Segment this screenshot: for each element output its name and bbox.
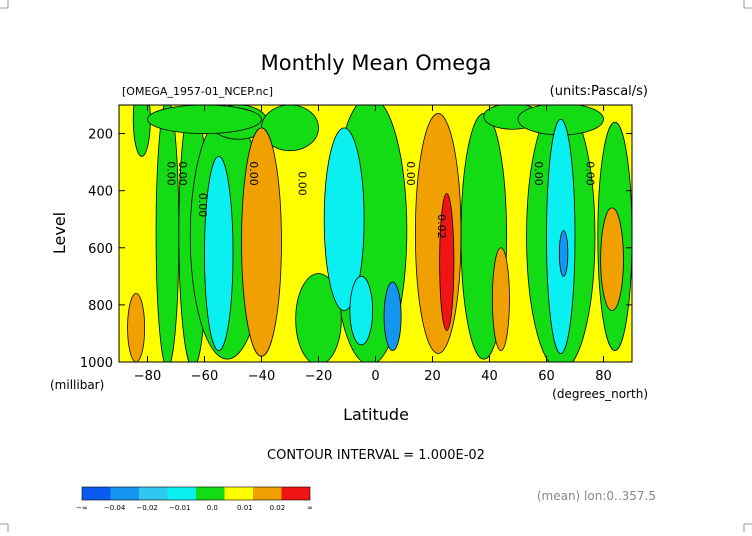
contour-label: 0.02 [435, 214, 448, 239]
contour-interval-note: CONTOUR INTERVAL = 1.000E-02 [267, 448, 485, 463]
color-legend: −∞ −0.04 −0.02 −0.01 0.0 0.01 0.02 ∞ [76, 486, 313, 512]
legend-label: 0.0 [207, 504, 218, 512]
x-tick-label: 60 [538, 369, 555, 384]
legend-color-bin [139, 487, 168, 500]
x-tick-label: 0 [371, 369, 379, 384]
contour-region-8 [295, 273, 342, 362]
x-tick-label: 80 [595, 369, 612, 384]
footer-note: (mean) lon:0..357.5 [537, 489, 656, 503]
x-tick-label: −40 [248, 369, 275, 384]
contour-region-18 [491, 247, 510, 351]
y-axis-label: Level [50, 212, 69, 254]
x-tick-label: −20 [305, 369, 332, 384]
legend-label: 0.02 [270, 504, 286, 512]
contour-region-15 [127, 293, 146, 362]
x-tick-label: 40 [481, 369, 498, 384]
legend-color-bin [110, 487, 139, 500]
x-tick-label: −60 [191, 369, 218, 384]
contour-label: 0.00 [296, 171, 309, 196]
legend-frame [81, 486, 311, 501]
legend-color-bin [253, 487, 282, 500]
crop-mark-bottom-right [743, 523, 752, 532]
x-tick-label: −80 [134, 369, 161, 384]
contour-label: 0.00 [404, 161, 417, 186]
legend-label: ∞ [307, 504, 313, 512]
y-tick-label: 600 [88, 242, 113, 257]
x-axis-label: Latitude [343, 405, 409, 424]
units-label: (units:Pascal/s) [550, 84, 648, 99]
contour-label: 0.00 [247, 161, 260, 186]
crop-mark-top-right [743, 0, 752, 9]
x-axis-units: (degrees_north) [552, 387, 648, 401]
contour-region-19 [600, 207, 624, 312]
y-tick-label: 200 [88, 128, 113, 143]
y-tick-label: 800 [88, 299, 113, 314]
contour-label: 0.00 [583, 161, 596, 186]
legend-label: 0.01 [237, 504, 253, 512]
crop-mark-top-left [0, 0, 9, 9]
dataset-label: [OMEGA_1957-01_NCEP.nc] [122, 85, 273, 98]
legend-label: −0.02 [136, 504, 157, 512]
contour-region-13 [147, 105, 262, 134]
contour-region-26 [439, 193, 455, 331]
chart-title: Monthly Mean Omega [261, 51, 492, 75]
contour-region-21 [323, 127, 365, 312]
legend-color-bin [167, 487, 196, 500]
contour-region-22 [349, 275, 374, 346]
legend-label: −0.04 [104, 504, 126, 512]
legend-color-bin [82, 487, 111, 500]
contour-label: 0.00 [176, 161, 189, 186]
crop-mark-bottom-left [0, 523, 9, 532]
x-axis: −80 −60 −40 −20 0 20 40 60 80 [134, 105, 612, 384]
contour-label: 0.00 [164, 161, 177, 186]
contour-label: 0.00 [532, 161, 545, 186]
y-tick-label: 400 [88, 185, 113, 200]
contour-region-25 [558, 230, 569, 277]
y-axis-units: (millibar) [50, 378, 104, 392]
y-axis: 200 400 600 800 1000 [80, 128, 632, 371]
y-tick-label: 1000 [80, 356, 113, 371]
legend-label: −∞ [76, 504, 88, 512]
legend-color-bin [196, 487, 225, 500]
legend-label: −0.01 [169, 504, 190, 512]
contour-fill-layer [119, 105, 632, 362]
contour-region-2 [155, 105, 180, 362]
contour-label: 0.00 [196, 193, 209, 218]
contour-label-layer: 0.000.000.000.00 0.00 0.000.020.00 0.00 [164, 161, 596, 238]
x-tick-label: 20 [424, 369, 441, 384]
contour-region-20 [204, 155, 234, 351]
legend-color-bin [281, 487, 310, 500]
legend-color-bin [224, 487, 253, 500]
contour-region-24 [383, 281, 402, 351]
